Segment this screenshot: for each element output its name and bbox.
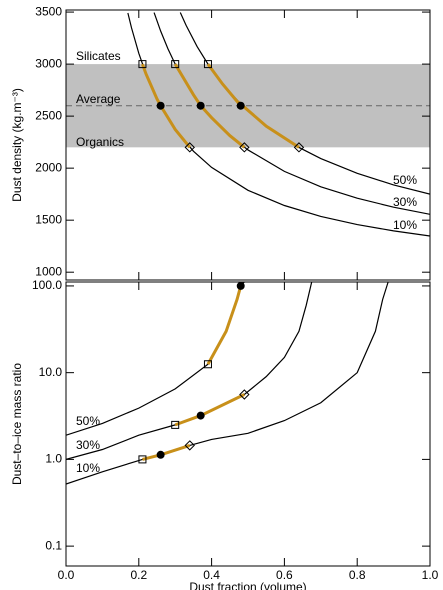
highlight (142, 443, 191, 461)
curve-label: 30% (76, 438, 100, 452)
diamond-marker (184, 440, 195, 451)
frame (65, 9, 431, 281)
curve (66, 282, 313, 460)
annotation: Average (76, 92, 121, 106)
y-tick-label: 1500 (35, 212, 62, 226)
y-tick-label: 2000 (35, 160, 62, 174)
x-axis-label: Dust fraction (volume) (189, 580, 306, 590)
highlight (173, 63, 246, 149)
square-marker (171, 60, 180, 69)
x-tick-label: 0.2 (130, 568, 147, 582)
plot-area (66, 12, 430, 237)
curve-label: 50% (76, 414, 100, 428)
diamond-marker (239, 142, 250, 153)
y-tick-label: 1.0 (45, 452, 62, 466)
y-tick-label: 100.0 (32, 278, 62, 292)
curve-label: 50% (393, 173, 417, 187)
x-tick-label: 0.8 (349, 568, 366, 582)
dot-marker (156, 450, 165, 459)
y-tick-label: 1000 (35, 264, 62, 278)
diamond-marker (239, 389, 250, 400)
annotation: Silicates (76, 49, 121, 63)
y-tick-label: 0.1 (45, 538, 62, 552)
x-tick-label: 0.0 (58, 568, 75, 582)
frame (65, 281, 431, 567)
square-marker (171, 420, 180, 429)
curve (127, 12, 430, 237)
y-axis-label: Dust density (kg.m⁻³) (10, 88, 24, 202)
diamond-marker (293, 142, 305, 153)
dot-marker (236, 101, 245, 110)
square-marker (138, 60, 147, 69)
curve-label: 10% (393, 218, 417, 232)
square-marker (203, 60, 212, 69)
highlight (206, 285, 243, 365)
x-tick-label: 1.0 (422, 568, 439, 582)
curve (66, 282, 389, 485)
annotation: Organics (76, 135, 124, 149)
diamond-marker (184, 142, 195, 153)
dot-marker (196, 101, 205, 110)
curve (66, 282, 245, 436)
curve-label: 10% (76, 461, 100, 475)
x-tick-label: 0.4 (203, 568, 220, 582)
y-tick-label: 2500 (35, 108, 62, 122)
y-tick-label: 3000 (35, 56, 62, 70)
plot-area (66, 282, 389, 485)
y-tick-label: 3500 (35, 4, 62, 18)
square-marker (138, 455, 147, 464)
curve-label: 30% (393, 195, 417, 209)
square-marker (203, 360, 212, 369)
dot-marker (236, 281, 245, 290)
dot-marker (196, 411, 205, 420)
y-axis-label: Dust–to–ice mass ratio (10, 363, 24, 485)
highlight (174, 393, 246, 427)
dot-marker (156, 101, 165, 110)
x-tick-label: 0.6 (276, 568, 293, 582)
y-tick-label: 10.0 (39, 365, 63, 379)
